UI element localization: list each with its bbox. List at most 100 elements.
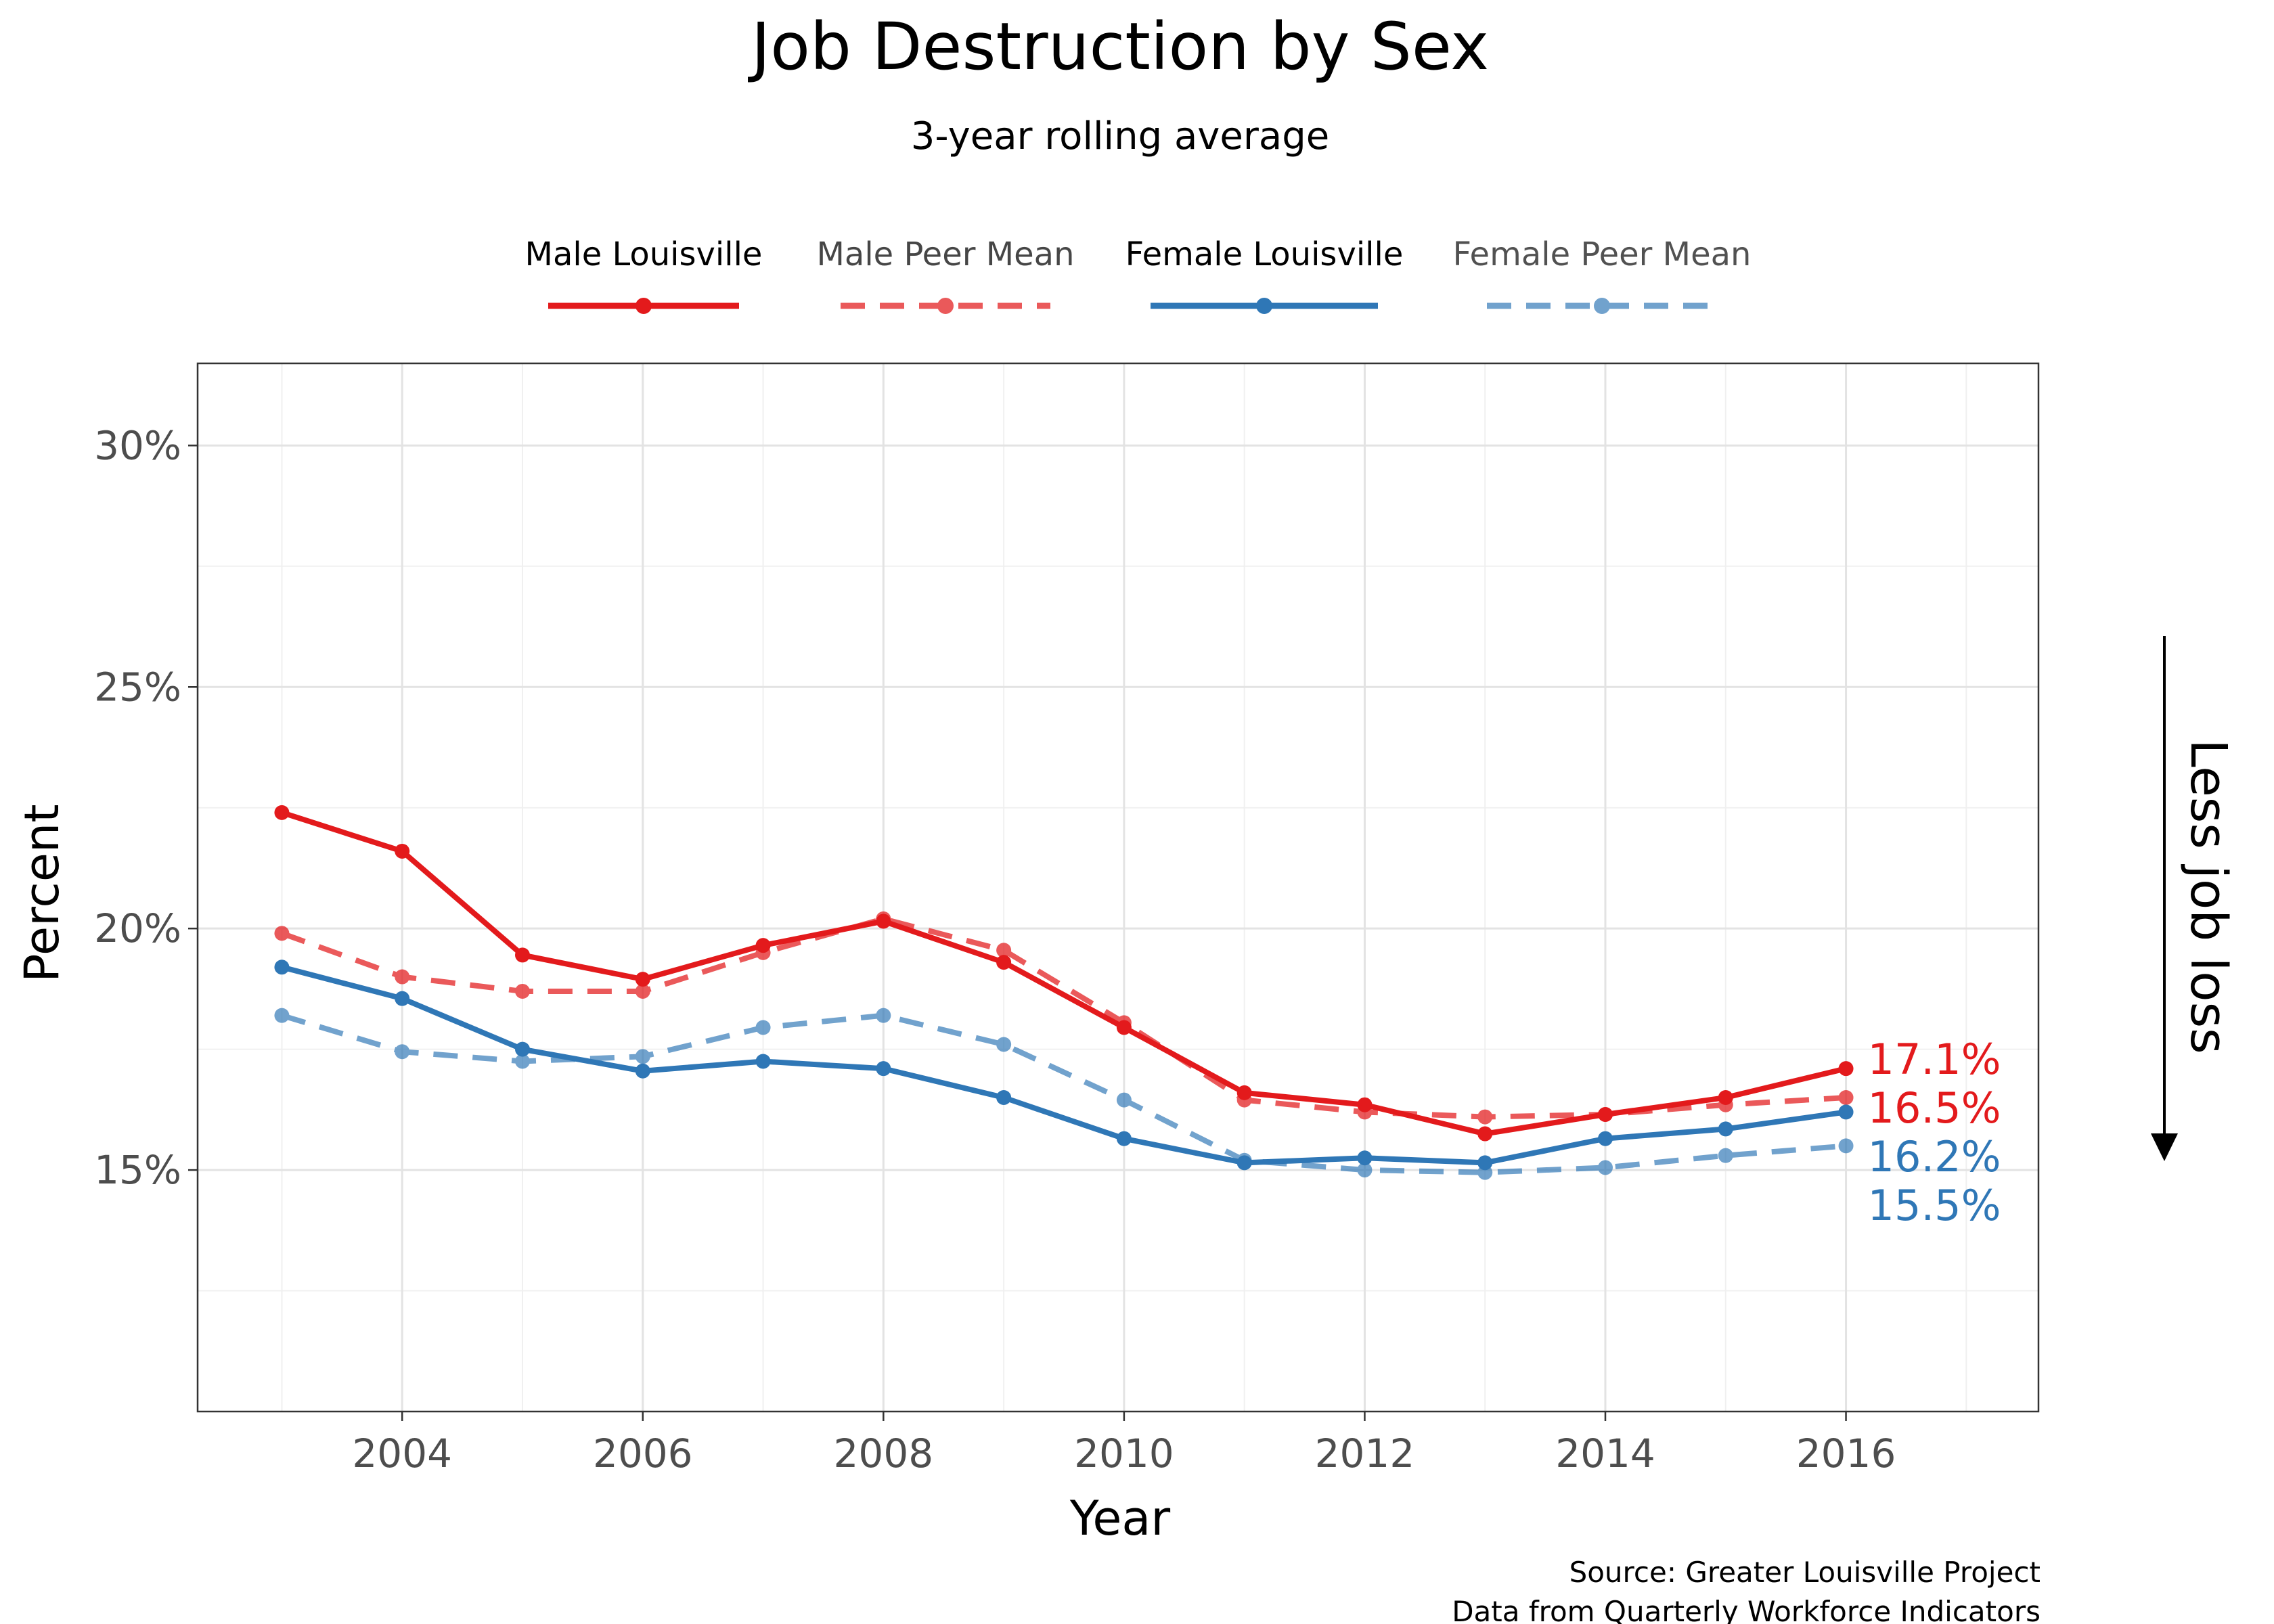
data-point [876,1008,891,1023]
caption-source: Source: Greater Louisville Project [1569,1556,2041,1589]
end-label-male-peer-mean: 16.5% [1868,1083,2001,1133]
series-male-louisville [274,805,1854,1142]
chart-subtitle: 3-year rolling average [911,114,1329,158]
data-point [274,926,290,941]
legend-key-point [636,298,652,314]
data-point [1838,1061,1854,1077]
series-layer [274,805,1854,1180]
caption-data-origin: Data from Quarterly Workforce Indicators [1452,1595,2041,1624]
plot-panel-border [196,362,2040,1413]
legend-item-female-louisville: Female Louisville [1125,235,1404,314]
data-point [635,983,650,999]
data-point [1236,1152,1252,1168]
data-point [755,945,771,960]
data-point [274,805,290,820]
data-point [1718,1097,1733,1112]
series-line-male-louisville [279,809,1849,1137]
data-point [635,1063,650,1079]
data-point [515,947,530,963]
y-tick-label: 20% [94,905,181,951]
data-point [1477,1165,1493,1180]
series-female-louisville [274,960,1854,1171]
data-point [1357,1150,1373,1166]
legend-key-point [1594,298,1610,314]
x-axis-ticks: 2004 2006 2008 2010 2012 2014 2016 [352,1412,1896,1476]
data-point [996,955,1012,970]
series-male-peer-mean [274,911,1854,1125]
less-job-loss-annotation: Less job loss [2151,636,2237,1161]
data-point [274,960,290,975]
legend-label: Male Peer Mean [816,235,1074,273]
legend-label: Female Louisville [1125,235,1404,273]
x-tick-label: 2016 [1796,1430,1896,1476]
x-tick-label: 2004 [352,1430,452,1476]
data-point [1838,1090,1854,1106]
series-line-female-louisville [279,964,1849,1166]
legend-label: Male Louisville [525,235,763,273]
data-point [1838,1104,1854,1120]
x-tick-label: 2014 [1555,1430,1655,1476]
series-female-peer-mean [274,1008,1854,1180]
legend-label: Female Peer Mean [1453,235,1752,273]
data-point [1838,1138,1854,1154]
end-labels: 17.1%16.5%16.2%15.5% [1868,1035,2001,1230]
y-tick-label: 15% [94,1147,181,1193]
chart-title: Job Destruction by Sex [748,9,1489,85]
y-tick-label: 25% [94,664,181,710]
data-point [1477,1109,1493,1125]
series-line-female-peer-mean [281,1012,1846,1175]
data-point [1116,1092,1132,1108]
data-point [1357,1163,1373,1178]
y-tick-label: 30% [94,422,181,468]
x-tick-label: 2010 [1074,1430,1174,1476]
data-point [1477,1126,1493,1142]
data-point [1598,1160,1613,1175]
data-point [996,943,1012,958]
data-point [755,1020,771,1035]
x-axis-title: Year [1069,1491,1170,1546]
data-point [755,1054,771,1069]
data-point [876,911,891,926]
legend-item-male-peer-mean: Male Peer Mean [816,235,1075,314]
legend-item-male-louisville: Male Louisville [525,235,763,314]
data-point [1116,1015,1132,1031]
y-axis-title: Percent [14,804,70,982]
legend: Male Louisville Male Peer Mean Female Loui… [525,235,1752,314]
down-arrow-icon [2151,1133,2178,1161]
data-point [515,1054,530,1069]
x-tick-label: 2012 [1315,1430,1415,1476]
data-point [1116,1131,1132,1146]
data-point [395,969,410,985]
data-point [1598,1131,1613,1146]
y-axis-ticks: 15% 20% 25% 30% [94,422,198,1193]
data-point [996,1037,1012,1052]
end-label-female-peer-mean: 15.5% [1868,1181,2001,1230]
legend-item-female-peer-mean: Female Peer Mean [1453,235,1752,314]
caption: Source: Greater Louisville Project Data … [1452,1556,2041,1624]
legend-key-point [1256,298,1272,314]
side-annotation-label: Less job loss [2179,739,2237,1054]
x-tick-label: 2008 [834,1430,934,1476]
data-point [395,843,410,859]
x-tick-label: 2006 [593,1430,693,1476]
data-point [515,983,530,999]
data-point [1598,1106,1613,1122]
minor-gridlines [198,363,2038,1412]
data-point [395,1044,410,1060]
data-point [274,1008,290,1023]
data-point [635,1049,650,1064]
legend-key-point [937,298,954,314]
data-point [1357,1104,1373,1120]
major-gridlines [198,363,2038,1412]
data-point [876,1061,891,1077]
end-label-female-louisville: 16.2% [1868,1132,2001,1181]
data-point [1718,1121,1733,1137]
end-label-male-louisville: 17.1% [1868,1035,2001,1084]
data-point [395,991,410,1006]
data-point [515,1041,530,1057]
data-point [1236,1092,1252,1108]
data-point [1718,1148,1733,1163]
data-point [635,972,650,987]
data-point [996,1090,1012,1106]
